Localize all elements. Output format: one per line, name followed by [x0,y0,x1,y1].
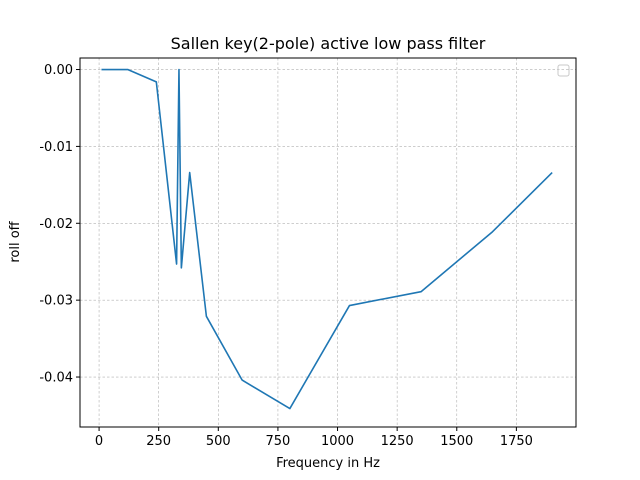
y-tick-label: 0.00 [44,63,73,78]
y-axis-ticks: 0.00 -0.01 -0.02 -0.03 -0.04 [39,63,80,386]
x-tick-label: 1250 [381,434,414,449]
x-axis-label: Frequency in Hz [276,456,380,471]
legend-box [557,64,570,77]
chart-title: Sallen key(2-pole) active low pass filte… [171,34,486,53]
x-tick-label: 250 [146,434,171,449]
plot-frame [79,57,577,428]
series-layer [101,68,553,410]
x-tick-label: 750 [266,434,291,449]
y-tick-label: -0.04 [39,371,73,386]
x-tick-label: 1500 [440,434,473,449]
series-line [101,68,553,410]
y-tick-label: -0.02 [39,217,73,232]
gridlines [80,58,576,427]
x-tick-label: 1000 [321,434,354,449]
x-axis-ticks: 0 250 500 750 1000 1250 1500 1750 [95,427,533,449]
x-tick-label: 0 [95,434,103,449]
x-tick-label: 500 [206,434,231,449]
y-axis-label: roll off [8,220,23,262]
y-tick-label: -0.03 [39,294,73,309]
x-tick-label: 1750 [500,434,533,449]
y-tick-label: -0.01 [39,140,73,155]
